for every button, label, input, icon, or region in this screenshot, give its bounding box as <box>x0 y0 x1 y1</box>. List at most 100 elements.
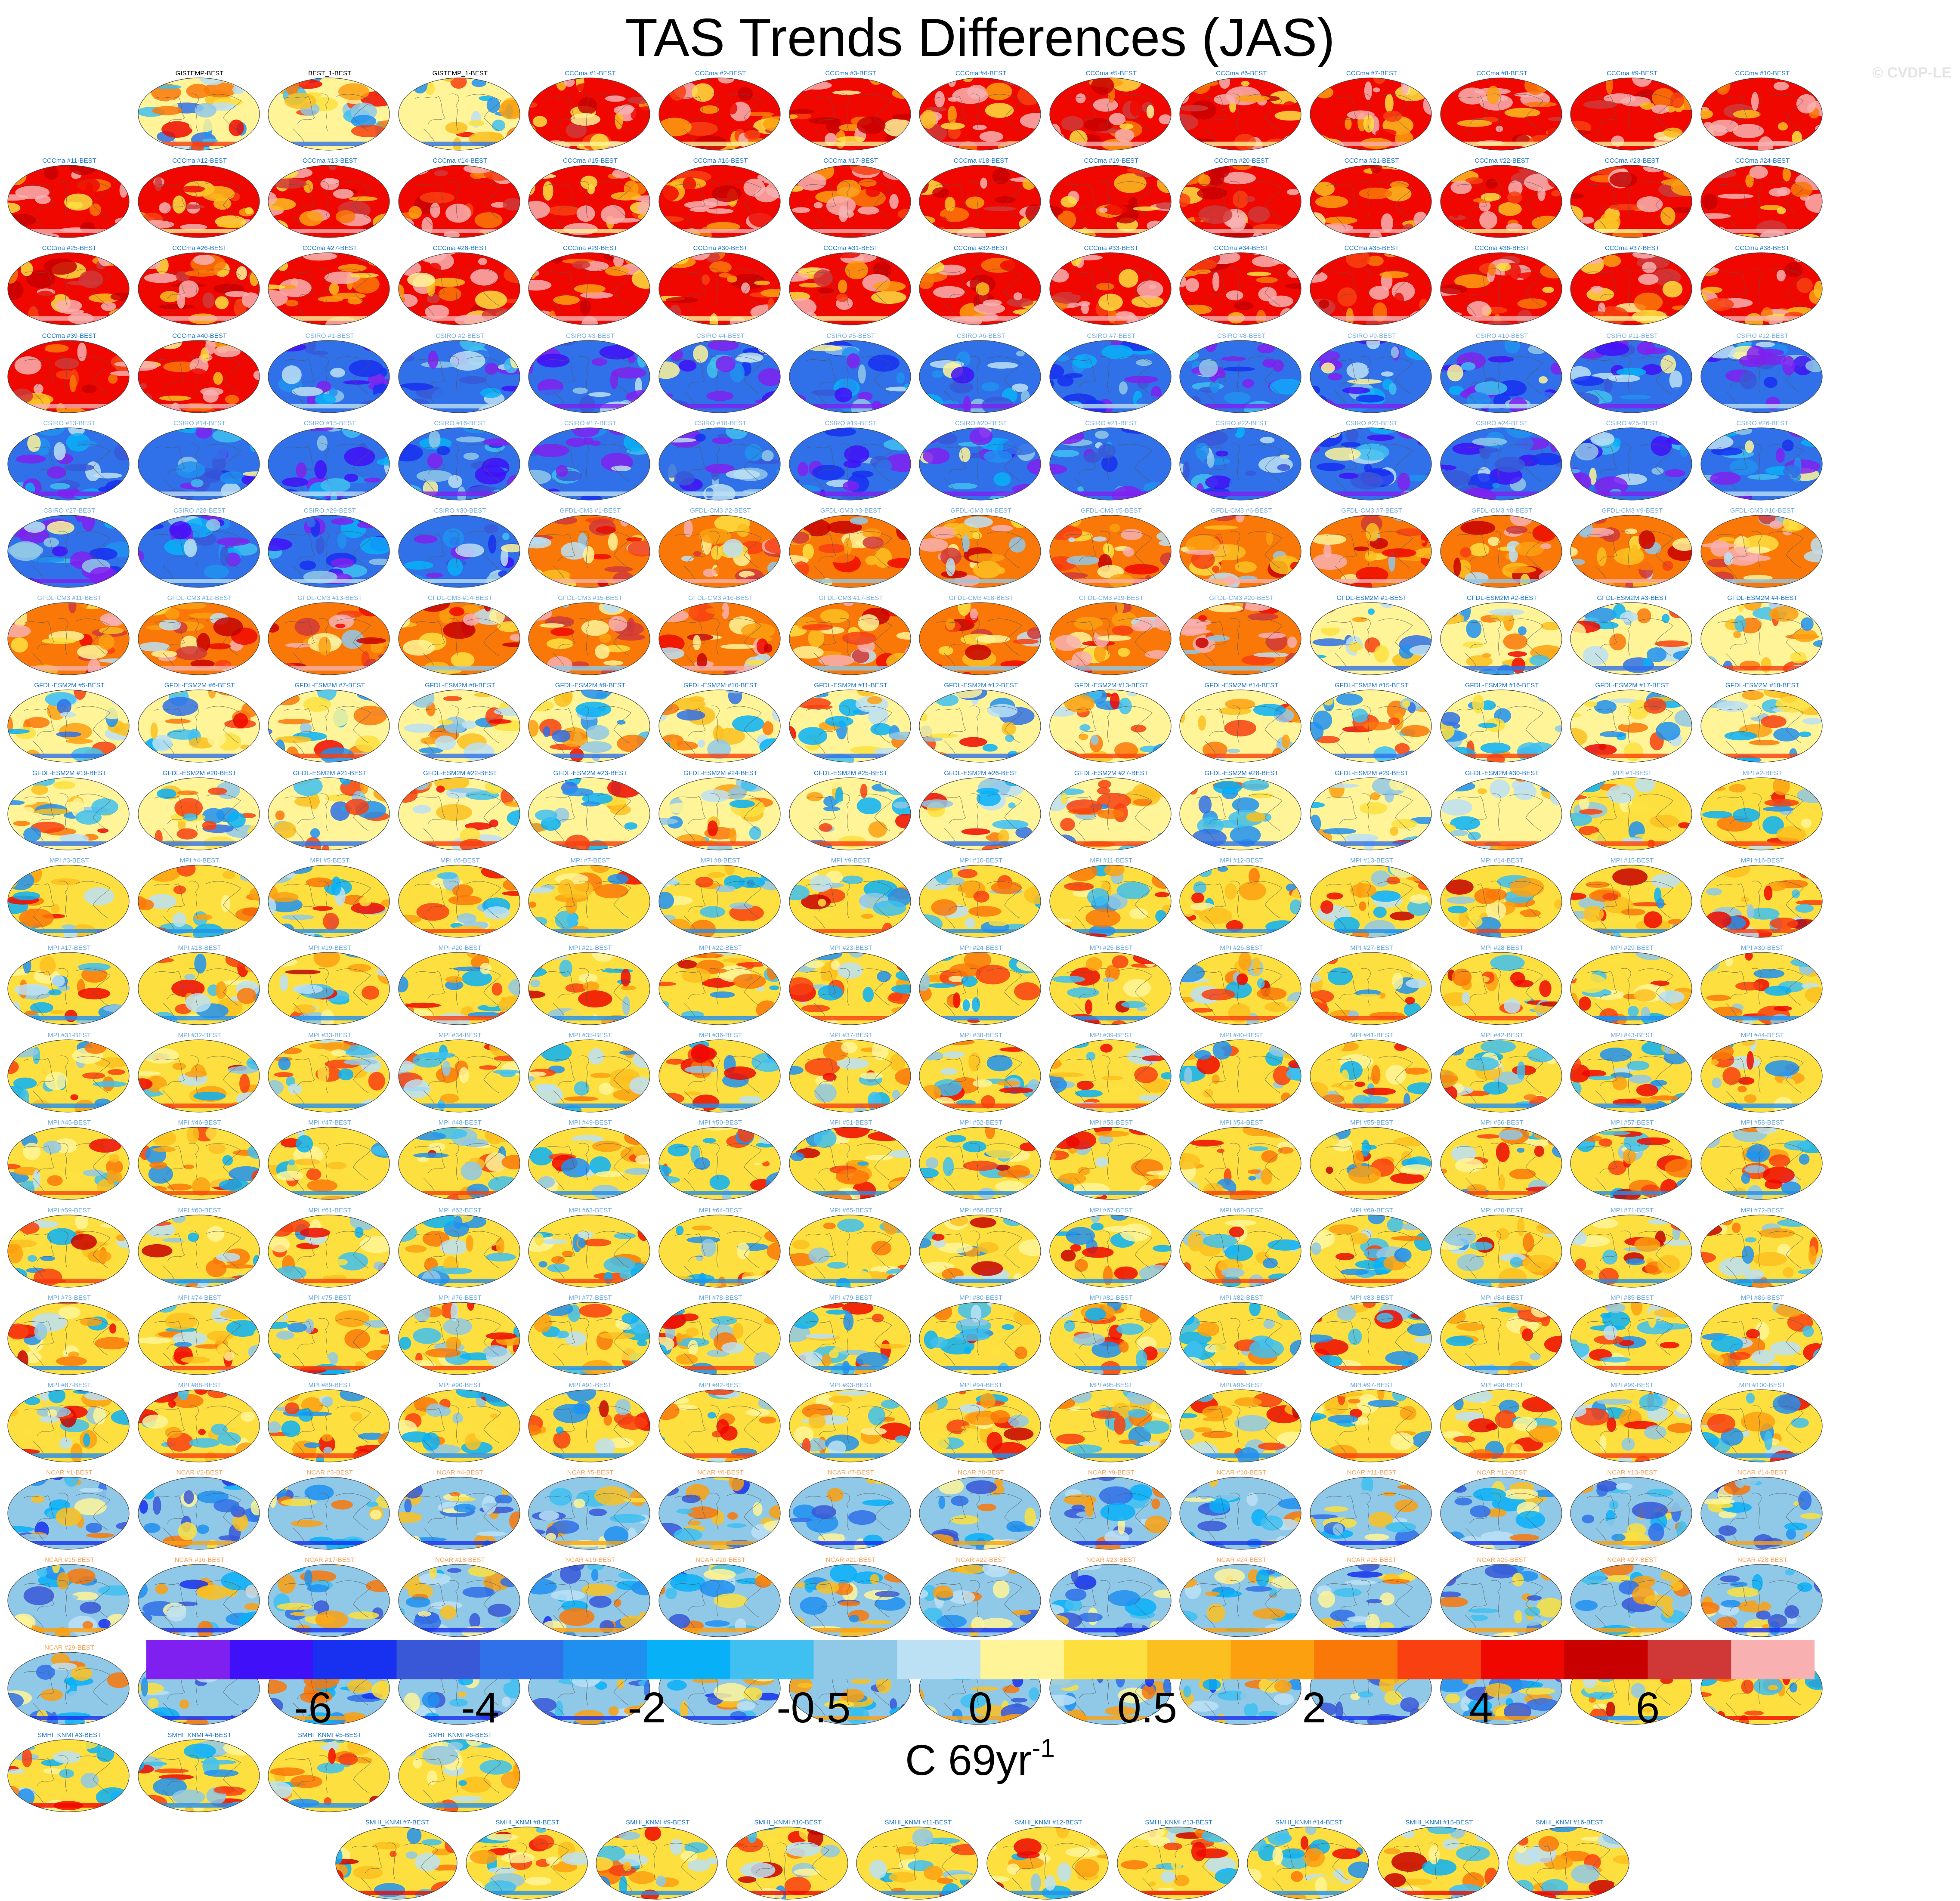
map-panel-label: GFDL-ESM2M #19-BEST <box>6 770 133 777</box>
map-panel: GFDL-ESM2M #27-BEST <box>1048 770 1175 852</box>
map-panel: CCCma #24-BEST <box>1699 158 1826 239</box>
map-panel-label: MPI #32-BEST <box>136 1032 263 1039</box>
map-panel-heatmap <box>788 777 912 851</box>
map-panel-label: CSIRO #20-BEST <box>918 420 1044 427</box>
map-panel-label: CCCma #18-BEST <box>918 158 1044 164</box>
map-panel: GFDL-ESM2M #2-BEST <box>1439 595 1565 677</box>
map-panel-label: NCAR #7-BEST <box>788 1469 914 1476</box>
map-panel-heatmap <box>1570 1214 1693 1288</box>
map-panel-heatmap <box>267 864 390 938</box>
map-panel-heatmap <box>7 1214 130 1288</box>
map-panel-heatmap <box>1309 1214 1432 1288</box>
map-panel-label: GFDL-CM3 #20-BEST <box>1178 595 1305 602</box>
map-panel-label: CCCma #24-BEST <box>1699 158 1826 164</box>
map-panel: CSIRO #21-BEST <box>1048 420 1175 502</box>
map-panel-label: MPI #10-BEST <box>918 857 1044 864</box>
map-panel-label: SMHI_KNMI #3-BEST <box>6 1732 133 1739</box>
map-panel-label: CSIRO #18-BEST <box>657 420 784 427</box>
map-panel-heatmap <box>1440 1564 1563 1638</box>
map-panel: MPI #8-BEST <box>657 857 784 939</box>
map-panel-heatmap <box>1179 1301 1302 1376</box>
map-panel-label: MPI #85-BEST <box>1569 1295 1695 1301</box>
map-panel-heatmap <box>1179 602 1302 676</box>
map-panel: GFDL-ESM2M #13-BEST <box>1048 682 1175 764</box>
map-panel-label: MPI #11-BEST <box>1048 857 1175 864</box>
map-panel: NCAR #10-BEST <box>1178 1469 1305 1551</box>
map-panel-label: SMHI_KNMI #13-BEST <box>1116 1819 1242 1826</box>
map-panel-label: MPI #33-BEST <box>266 1032 393 1039</box>
map-panel-label: CSIRO #16-BEST <box>397 420 523 427</box>
map-panel: CSIRO #14-BEST <box>136 420 263 502</box>
map-panel: MPI #65-BEST <box>788 1207 914 1289</box>
map-panel-heatmap <box>1570 514 1693 588</box>
map-panel: CCCma #39-BEST <box>6 333 133 414</box>
units-exponent: -1 <box>1032 1734 1055 1762</box>
map-panel-label: CCCma #10-BEST <box>1699 70 1826 77</box>
map-panel-heatmap <box>7 864 130 938</box>
map-panel-heatmap <box>1440 427 1563 501</box>
map-panel: NCAR #26-BEST <box>1439 1557 1565 1638</box>
map-panel-label: CCCma #17-BEST <box>788 158 914 164</box>
map-panel-heatmap <box>1700 602 1823 676</box>
map-panel-heatmap <box>1570 77 1693 151</box>
map-panel: NCAR #23-BEST <box>1048 1557 1175 1638</box>
map-panel-heatmap <box>1507 1826 1630 1900</box>
map-panel-label: SMHI_KNMI #8-BEST <box>464 1819 591 1826</box>
map-panel-heatmap <box>137 514 260 588</box>
map-panel-label: CCCma #5-BEST <box>1048 70 1175 77</box>
colorbar-swatch <box>730 1640 814 1679</box>
map-panel-heatmap <box>658 164 781 238</box>
map-panel-label: SMHI_KNMI #16-BEST <box>1506 1819 1632 1826</box>
map-panel-label: MPI #76-BEST <box>397 1295 523 1301</box>
map-panel-label: MPI #96-BEST <box>1178 1382 1305 1389</box>
map-panel-heatmap <box>528 1039 651 1113</box>
map-panel-label: GFDL-ESM2M #25-BEST <box>788 770 914 777</box>
map-panel: MPI #83-BEST <box>1308 1295 1435 1376</box>
map-panel: CSIRO #12-BEST <box>1699 333 1826 414</box>
map-panel-heatmap <box>1246 1826 1370 1900</box>
map-panel-label: CSIRO #24-BEST <box>1439 420 1565 427</box>
map-panel-label: SMHI_KNMI #5-BEST <box>266 1732 393 1739</box>
map-panel: MPI #33-BEST <box>266 1032 393 1114</box>
map-panel-label: CCCma #8-BEST <box>1439 70 1565 77</box>
map-panel-heatmap <box>7 1301 130 1376</box>
map-panel: SMHI_KNMI #14-BEST <box>1246 1819 1372 1901</box>
map-panel: GFDL-ESM2M #3-BEST <box>1569 595 1695 677</box>
map-panel-label: GFDL-ESM2M #9-BEST <box>527 682 653 689</box>
map-panel-label: NCAR #17-BEST <box>266 1557 393 1564</box>
map-panel: MPI #53-BEST <box>1048 1119 1175 1201</box>
map-panel-label: CCCma #4-BEST <box>918 70 1044 77</box>
map-panel-label: SMHI_KNMI #7-BEST <box>334 1819 461 1826</box>
map-panel: CCCma #20-BEST <box>1178 158 1305 239</box>
map-panel-label: BEST_1-BEST <box>266 70 393 77</box>
map-panel-heatmap <box>1309 1476 1432 1550</box>
map-panel: CSIRO #25-BEST <box>1569 420 1695 502</box>
map-panel-label: MPI #98-BEST <box>1439 1382 1565 1389</box>
map-panel: CCCma #11-BEST <box>6 158 133 239</box>
map-panel: MPI #25-BEST <box>1048 945 1175 1026</box>
map-panel-label: GFDL-CM3 #19-BEST <box>1048 595 1175 602</box>
map-panel-heatmap <box>137 689 260 763</box>
map-panel-label: GFDL-CM3 #12-BEST <box>136 595 263 602</box>
map-panel: CCCma #26-BEST <box>136 245 263 327</box>
map-panel-heatmap <box>1179 164 1302 238</box>
colorbar-swatch <box>1564 1640 1648 1679</box>
map-panel-heatmap <box>1440 952 1563 1026</box>
map-panel-label: CCCma #19-BEST <box>1048 158 1175 164</box>
map-panel-heatmap <box>1179 1564 1302 1638</box>
map-panel-label: SMHI_KNMI #9-BEST <box>594 1819 721 1826</box>
map-panel-label: GFDL-CM3 #11-BEST <box>6 595 133 602</box>
map-panel-label: NCAR #18-BEST <box>397 1557 523 1564</box>
map-panel-label: CSIRO #28-BEST <box>136 507 263 514</box>
map-panel: GFDL-CM3 #10-BEST <box>1699 507 1826 589</box>
map-panel-heatmap <box>1049 164 1172 238</box>
map-panel-label: GFDL-ESM2M #30-BEST <box>1439 770 1565 777</box>
map-panel-label: CCCma #13-BEST <box>266 158 393 164</box>
map-panel: CSIRO #9-BEST <box>1308 333 1435 414</box>
map-panel-heatmap <box>398 777 521 851</box>
map-panel: CCCma #30-BEST <box>657 245 784 327</box>
map-panel-label: MPI #9-BEST <box>788 857 914 864</box>
map-panel-heatmap <box>137 1214 260 1288</box>
map-panel-label: GFDL-ESM2M #4-BEST <box>1699 595 1826 602</box>
